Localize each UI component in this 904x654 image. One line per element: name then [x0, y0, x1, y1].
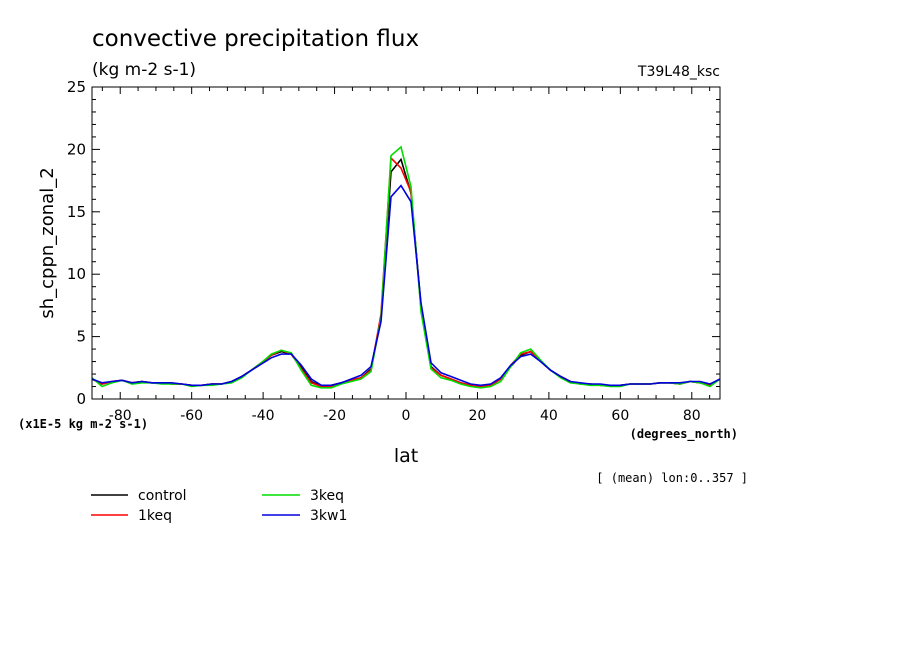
- y-tick-label: 10: [67, 265, 86, 283]
- chart-title: convective precipitation flux: [92, 26, 419, 52]
- x-tick-label: 0: [402, 408, 411, 424]
- legend-label-1keq: 1keq: [138, 508, 172, 524]
- legend: control 1keq 3keq 3kw1: [91, 488, 347, 524]
- y-tick-label: 5: [76, 328, 86, 346]
- legend-label-control: control: [138, 488, 187, 504]
- x-tick-label: -40: [252, 408, 275, 424]
- x-tick-label: 60: [611, 408, 629, 424]
- plot-frame: [91, 86, 721, 400]
- x-units-label: (degrees_north): [630, 427, 738, 442]
- chart-subtitle: (kg m-2 s-1): [92, 60, 196, 80]
- series-line-3kw1: [91, 184, 721, 387]
- legend-label-3keq: 3keq: [310, 488, 344, 504]
- y-tick-label: 15: [67, 203, 86, 221]
- x-tick-label: 80: [683, 408, 701, 424]
- x-tick-label: 40: [540, 408, 558, 424]
- y-tick-label: 20: [67, 140, 86, 158]
- series-layer: [91, 145, 721, 389]
- y-tick-label: 0: [76, 390, 86, 408]
- y-axis-label: sh_cppn_zonal_2: [37, 167, 58, 318]
- mean-note: [ (mean) lon:0..357 ]: [596, 471, 748, 485]
- tick-layer: -80 -60 -40 -20 0 20 40 60 80 0 5 10 15 20 25: [67, 78, 720, 424]
- run-label: T39L48_ksc: [637, 64, 720, 80]
- x-tick-label: -20: [323, 408, 346, 424]
- y-tick-label: 25: [67, 78, 86, 96]
- x-tick-label: -60: [180, 408, 203, 424]
- x-axis-label: lat: [394, 445, 418, 467]
- legend-label-3kw1: 3kw1: [310, 508, 347, 524]
- x-tick-label: 20: [469, 408, 487, 424]
- y-scale-note: (x1E-5 kg m-2 s-1): [18, 417, 148, 431]
- series-line-3keq: [91, 145, 721, 389]
- x-tick-label: -80: [109, 408, 132, 424]
